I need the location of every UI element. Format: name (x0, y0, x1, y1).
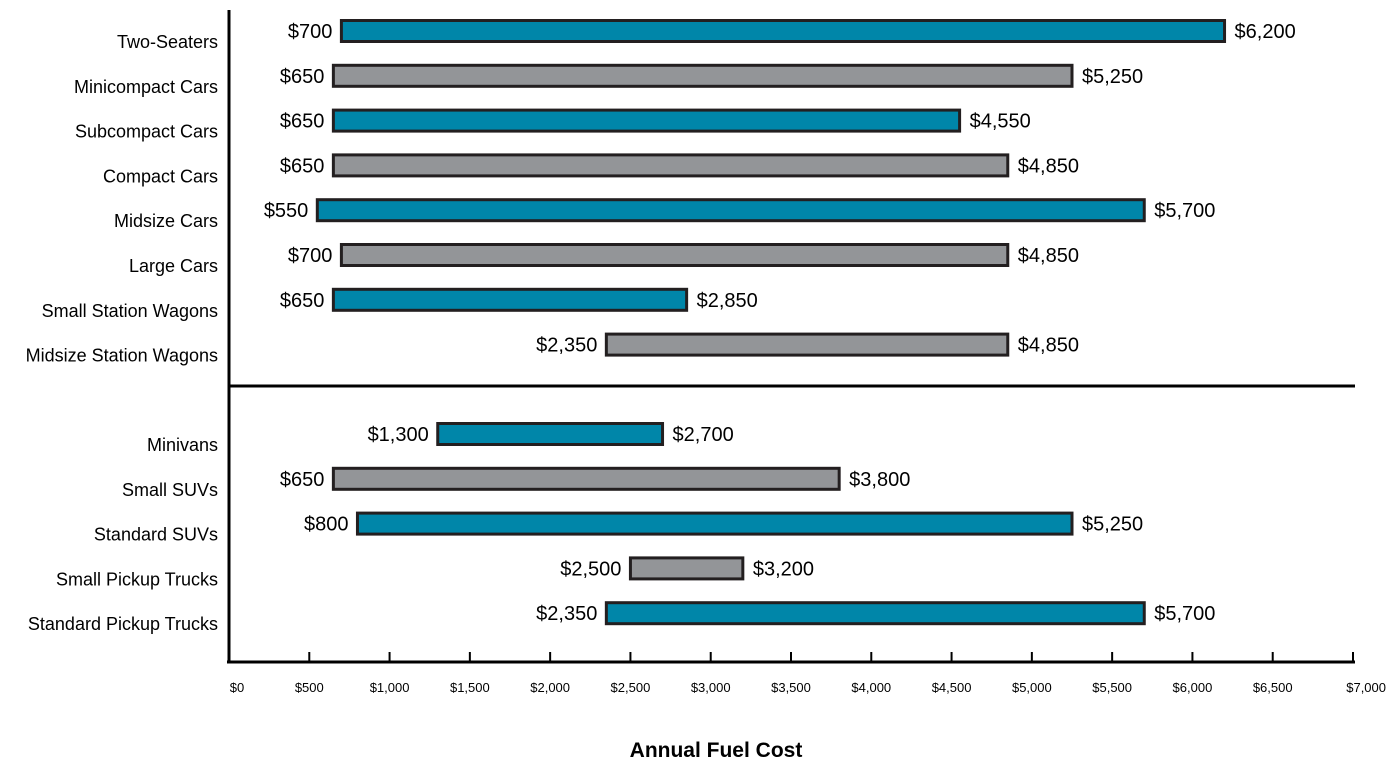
max-value-label: $3,800 (849, 469, 910, 491)
max-value-label: $4,550 (970, 111, 1031, 133)
max-value-label: $2,850 (697, 290, 758, 312)
x-tick-label: $2,000 (530, 680, 570, 695)
min-value-label: $2,350 (536, 603, 597, 625)
min-value-label: $550 (264, 200, 309, 222)
category-label: Minicompact Cars (74, 77, 218, 97)
bar-small-suvs (331, 466, 841, 491)
x-tick-label: $6,500 (1253, 680, 1293, 695)
bar-small-station-wagons (331, 287, 689, 312)
max-value-label: $2,700 (673, 424, 734, 446)
max-value-label: $5,700 (1154, 200, 1215, 222)
x-tick-label: $6,000 (1173, 680, 1213, 695)
min-value-label: $2,350 (536, 335, 597, 357)
x-axis-title: Annual Fuel Cost (630, 739, 803, 759)
bar-standard-suvs (355, 511, 1074, 536)
min-value-label: $700 (288, 21, 333, 43)
bar-minivans (436, 422, 665, 446)
max-value-label: $4,850 (1018, 245, 1079, 267)
bar-midsize-station-wagons (604, 332, 1010, 357)
bar-minicompact-cars (331, 63, 1074, 88)
bar-subcompact-cars (331, 108, 962, 133)
value-labels: $700 $6,200 $650 $5,250 $650 $4,550 $650 $4,850… (264, 21, 1296, 625)
x-tick-label: $7,000 (1346, 680, 1386, 695)
category-label: Small SUVs (122, 480, 218, 500)
category-label: Compact Cars (103, 166, 218, 186)
max-value-label: $3,200 (753, 558, 814, 580)
category-label: Midsize Station Wagons (26, 346, 218, 366)
max-value-label: $5,250 (1082, 66, 1143, 88)
bar-large-cars (339, 243, 1010, 267)
category-label: Two-Seaters (117, 32, 218, 52)
bar-two-seaters (339, 19, 1227, 43)
x-tick-label: $4,000 (851, 680, 891, 695)
x-tick-label: $5,000 (1012, 680, 1052, 695)
min-value-label: $650 (280, 66, 325, 88)
x-tick-label: $5,500 (1092, 680, 1132, 695)
x-tick-label: $3,000 (691, 680, 731, 695)
min-value-label: $2,500 (560, 558, 621, 580)
max-value-label: $5,250 (1082, 514, 1143, 536)
x-tick-label: $4,500 (932, 680, 972, 695)
category-label: Minivans (147, 435, 218, 455)
min-value-label: $700 (288, 245, 333, 267)
x-tick-label: $2,500 (611, 680, 651, 695)
category-labels: Two-Seaters Minicompact Cars Subcompact Ca… (26, 32, 218, 634)
bar-standard-pickup-trucks (604, 601, 1146, 626)
min-value-label: $650 (280, 111, 325, 133)
x-tick-label: $1,000 (370, 680, 410, 695)
category-label: Small Station Wagons (42, 301, 218, 321)
category-label: Small Pickup Trucks (56, 569, 218, 589)
x-tick-label: $500 (295, 680, 324, 695)
max-value-label: $4,850 (1018, 335, 1079, 357)
bar-compact-cars (331, 153, 1010, 178)
max-value-label: $5,700 (1154, 603, 1215, 625)
min-value-label: $800 (304, 514, 349, 536)
min-value-label: $1,300 (368, 424, 429, 446)
min-value-label: $650 (280, 469, 325, 491)
x-tick-label: $0 (230, 680, 244, 695)
category-label: Standard Pickup Trucks (28, 614, 218, 634)
category-label: Standard SUVs (94, 525, 218, 545)
x-ticks: $0 $500 $1,000 $1,500 $2,000 $2,500 $3,000 $3,5… (228, 652, 1386, 695)
min-value-label: $650 (280, 155, 325, 177)
x-tick-label: $3,500 (771, 680, 811, 695)
x-tick-label: $1,500 (450, 680, 490, 695)
max-value-label: $4,850 (1018, 155, 1079, 177)
category-label: Large Cars (129, 256, 218, 276)
min-value-label: $650 (280, 290, 325, 312)
bars-layer (315, 19, 1227, 626)
category-label: Subcompact Cars (75, 122, 218, 142)
category-label: Midsize Cars (114, 211, 218, 231)
max-value-label: $6,200 (1235, 21, 1296, 43)
bar-small-pickup-trucks (628, 556, 745, 581)
bar-midsize-cars (315, 198, 1146, 223)
